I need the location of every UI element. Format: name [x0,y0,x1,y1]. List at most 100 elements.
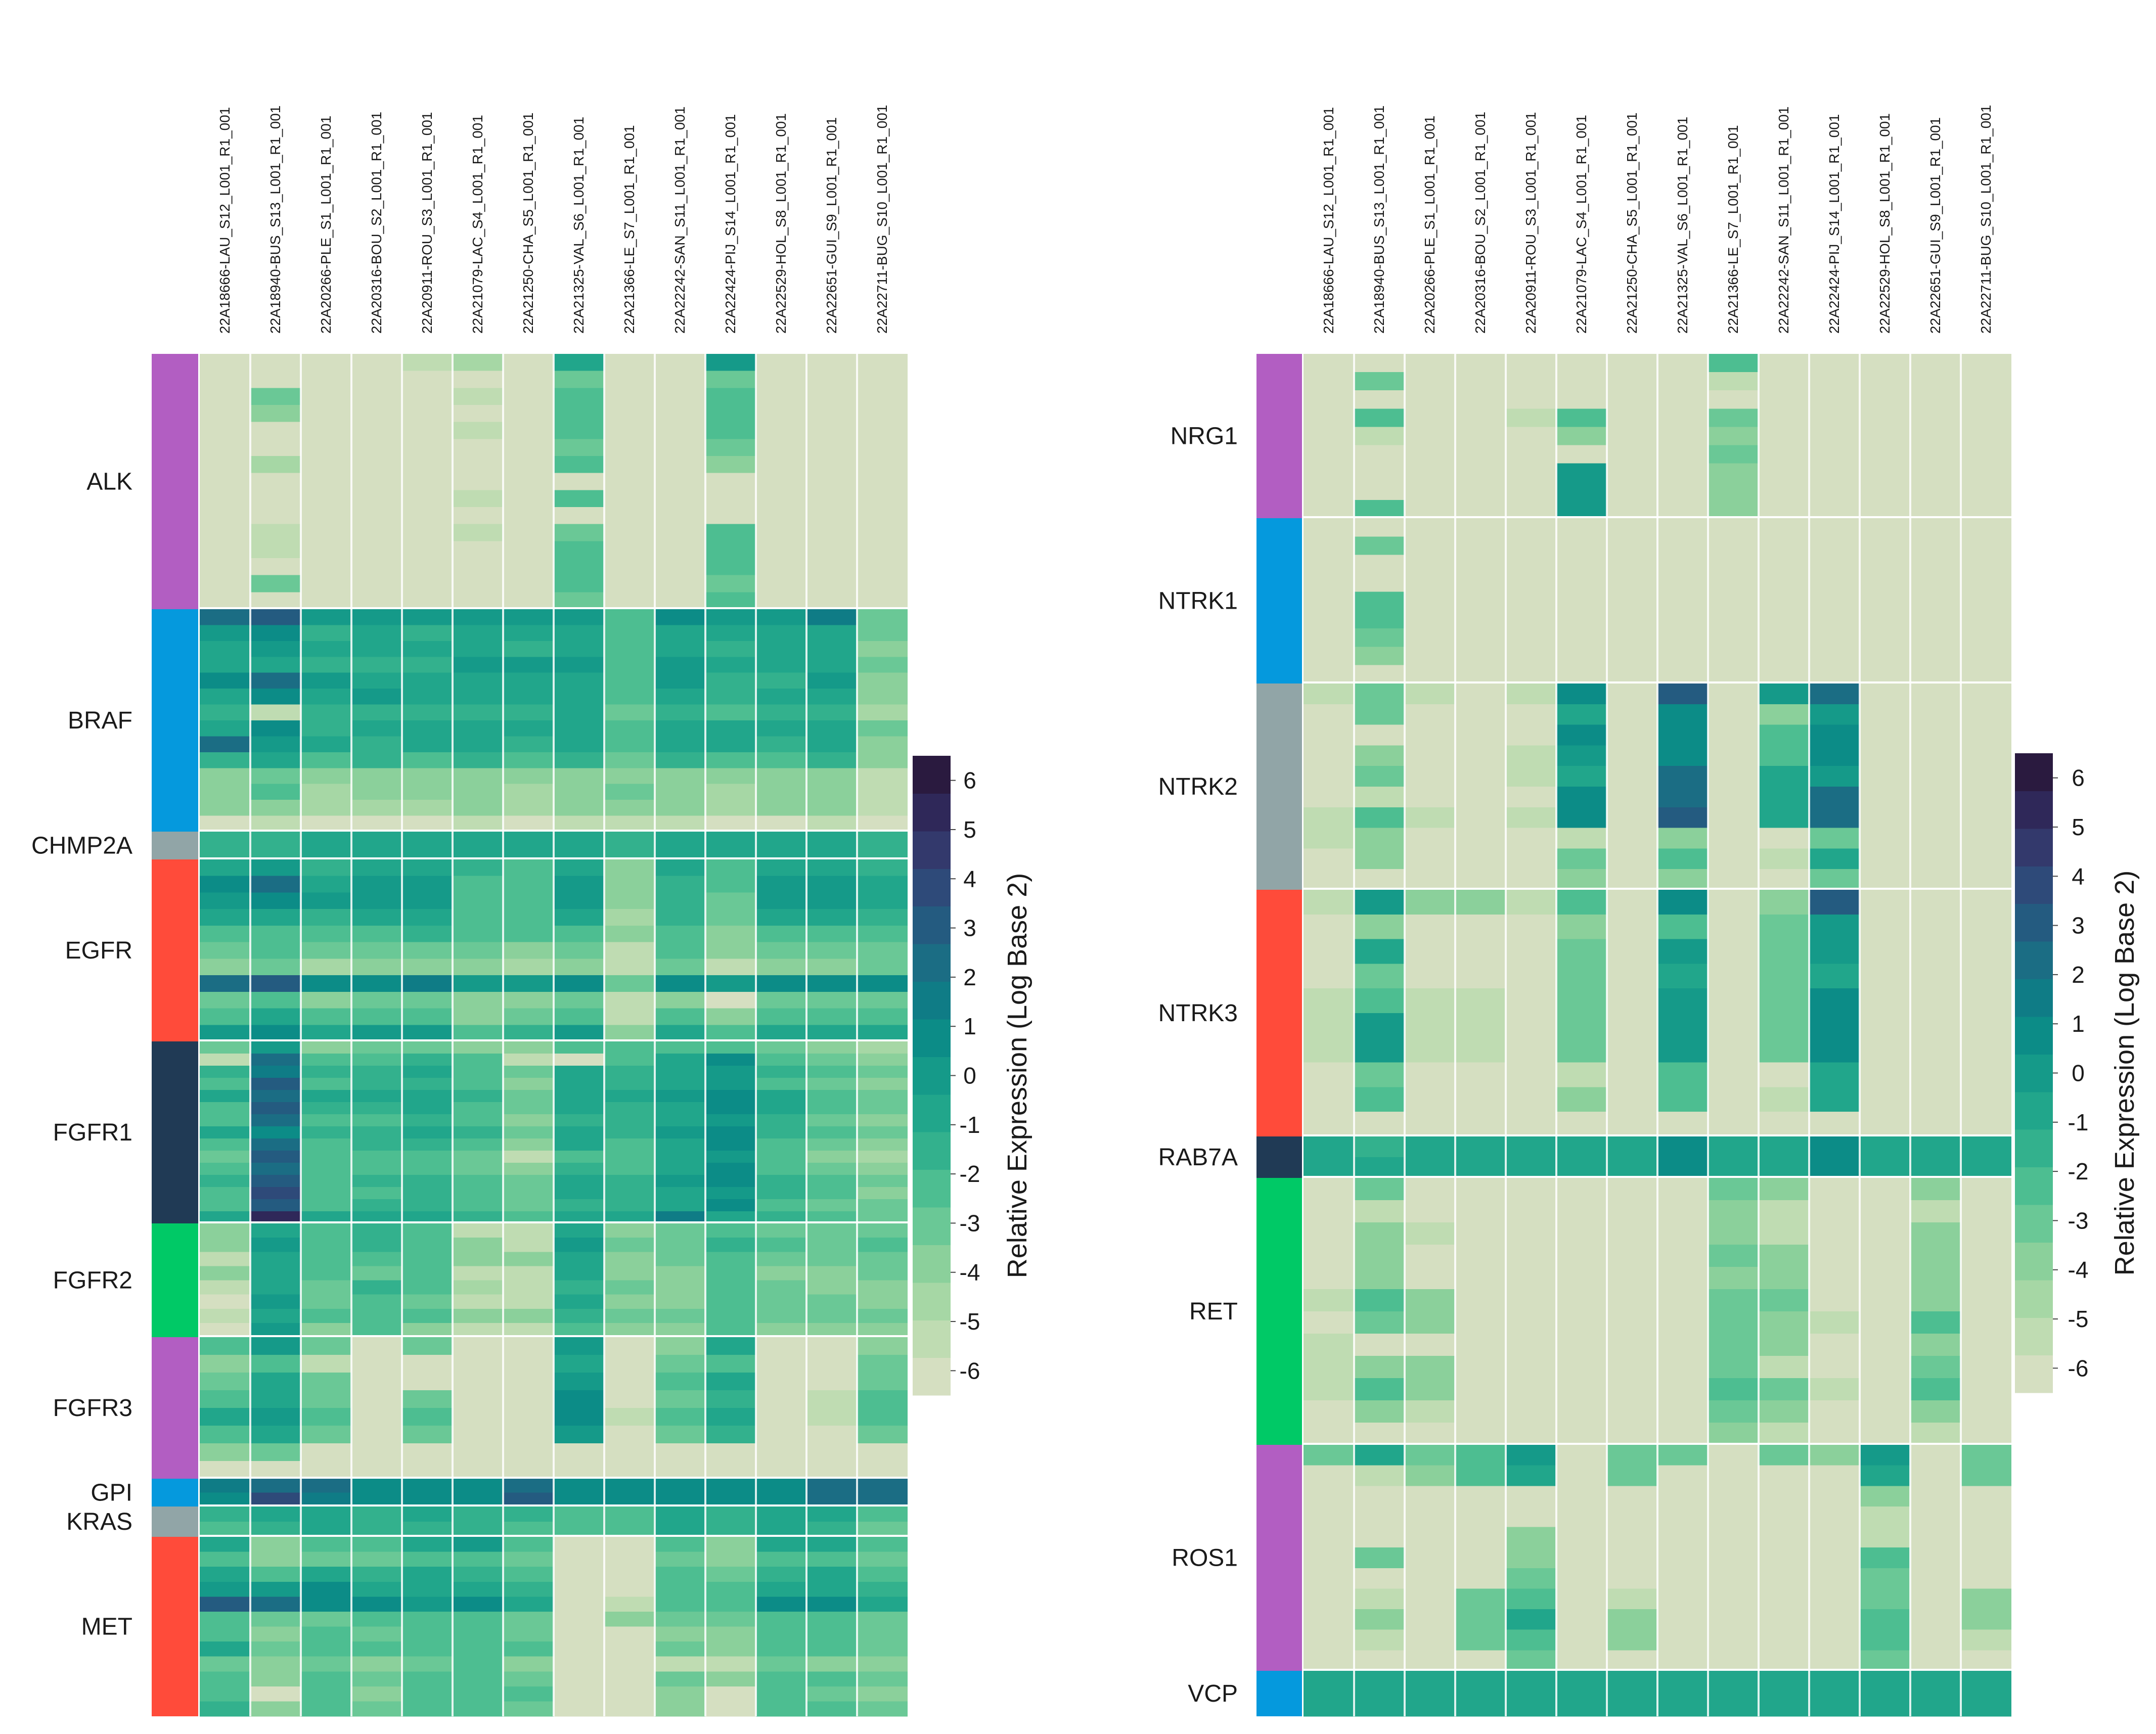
right-cell-ret-r9-c12 [1910,1378,1961,1401]
left-cell-braf-r0-c11 [756,609,806,626]
left-cell-braf-r9-c2 [301,752,351,768]
left-cell-egfr-r7-c0 [200,975,250,992]
left-cell-fgfr2-r5-c10 [705,1294,756,1309]
right-cell-ntrk2-r3-c10 [1809,745,1860,766]
right-cell-ntrk2-r9-c8 [1708,869,1759,890]
left-gene-label-alk: ALK [86,469,132,495]
right-cell-nrg1-r0-c0 [1304,354,1354,373]
left-cell-egfr-r4-c12 [806,925,857,943]
left-cell-alk-r8-c4 [402,490,453,508]
left-cell-fgfr3-r7-c11 [756,1461,806,1479]
left-cell-alk-r3-c1 [250,405,301,423]
left-cell-fgfr2-r6-c8 [604,1308,655,1324]
left-cell-met-r6-c12 [806,1626,857,1642]
left-cell-alk-r8-c12 [806,490,857,508]
left-cell-fgfr3-r4-c6 [503,1408,554,1426]
left-cell-egfr-r10-c9 [655,1025,705,1042]
left-cell-fgfr2-r6-c5 [453,1308,503,1324]
left-cell-egfr-r9-c9 [655,1008,705,1025]
left-cell-braf-r8-c7 [554,736,604,753]
right-cell-ntrk1-r8-c8 [1708,665,1759,684]
left-cell-alk-r4-c5 [453,422,503,439]
left-cell-braf-r5-c12 [806,689,857,705]
left-cell-alk-r2-c0 [200,388,250,405]
left-cell-fgfr1-r4-c7 [554,1090,604,1103]
left-cell-fgfr3-r4-c10 [705,1408,756,1426]
left-cell-fgfr2-r0-c0 [200,1223,250,1238]
left-cell-braf-r5-c8 [604,689,655,705]
right-cell-ntrk2-r8-c2 [1405,848,1455,870]
left-gene-label-kras: KRAS [66,1509,132,1535]
right-cell-ntrk3-r2-c9 [1759,939,1809,964]
right-cell-ros1-r5-c8 [1708,1547,1759,1569]
right-cell-ret-r3-c0 [1304,1245,1354,1267]
left-cell-alk-r10-c2 [301,524,351,541]
right-cell-ntrk3-r7-c2 [1405,1062,1455,1087]
left-colorbar-segment [913,944,951,982]
right-cell-ntrk2-r1-c2 [1405,704,1455,725]
left-cell-fgfr1-r2-c10 [705,1066,756,1078]
right-cell-ntrk3-r9-c11 [1860,1112,1910,1137]
left-cell-alk-r10-c5 [453,524,503,541]
left-cell-gpi-r0-c11 [756,1479,806,1493]
right-cell-ret-r8-c7 [1657,1356,1708,1379]
left-cell-braf-r4-c12 [806,672,857,689]
left-cell-fgfr3-r1-c1 [250,1355,301,1373]
left-cell-braf-r6-c7 [554,704,604,721]
right-cell-rab7a-r0-c6 [1607,1136,1657,1158]
left-cell-braf-r4-c3 [351,672,402,689]
right-cell-ntrk1-r8-c5 [1556,665,1607,684]
right-cell-ret-r1-c13 [1961,1200,2011,1223]
right-cell-nrg1-r8-c10 [1809,499,1860,519]
right-cell-ntrk3-r5-c13 [1961,1013,2011,1038]
right-cell-ros1-r2-c0 [1304,1486,1354,1507]
left-cell-fgfr1-r6-c8 [604,1114,655,1127]
right-cell-ntrk2-r0-c0 [1304,683,1354,705]
right-cell-ntrk2-r1-c6 [1607,704,1657,725]
left-cell-egfr-r2-c11 [756,892,806,909]
left-cell-fgfr3-r6-c0 [200,1443,250,1462]
left-cell-fgfr3-r5-c12 [806,1426,857,1444]
left-cell-gpi-r1-c11 [756,1492,806,1507]
right-cell-ros1-r1-c4 [1506,1465,1556,1486]
right-cell-ros1-r7-c1 [1354,1588,1405,1610]
left-cell-kras-r0-c2 [301,1507,351,1522]
right-cell-nrg1-r6-c8 [1708,463,1759,482]
left-cell-gpi-r1-c4 [402,1492,453,1507]
right-cell-ntrk1-r3-c5 [1556,573,1607,592]
left-cell-egfr-r8-c1 [250,991,301,1009]
right-cell-ntrk2-r1-c7 [1657,704,1708,725]
right-cell-ntrk3-r5-c2 [1405,1013,1455,1038]
left-cell-egfr-r1-c13 [857,876,908,893]
left-cell-braf-r9-c5 [453,752,503,768]
right-cell-ntrk2-r8-c6 [1607,848,1657,870]
right-cell-ret-r10-c13 [1961,1400,2011,1423]
right-cell-ntrk1-r8-c6 [1607,665,1657,684]
right-cell-ntrk2-r9-c1 [1354,869,1405,890]
right-cell-ret-r3-c12 [1910,1245,1961,1267]
left-cell-egfr-r2-c2 [301,892,351,909]
right-cell-rab7a-r0-c1 [1354,1136,1405,1158]
right-cell-ret-r1-c10 [1809,1200,1860,1223]
left-cell-met-r11-c11 [756,1701,806,1717]
left-cell-fgfr1-r11-c10 [705,1175,756,1188]
left-cell-alk-r14-c2 [301,592,351,610]
left-cell-kras-r1-c2 [301,1522,351,1537]
left-cell-fgfr1-r7-c1 [250,1126,301,1139]
left-cell-met-r1-c11 [756,1552,806,1567]
right-cell-ntrk3-r9-c9 [1759,1112,1809,1137]
left-cell-fgfr1-r6-c7 [554,1114,604,1127]
left-cell-braf-r0-c3 [351,609,402,626]
right-cell-nrg1-r6-c12 [1910,463,1961,482]
right-cell-ret-r8-c3 [1455,1356,1506,1379]
left-colorbar-segment [913,1245,951,1283]
left-cell-fgfr2-r5-c3 [351,1294,402,1309]
right-cell-ret-r9-c9 [1759,1378,1809,1401]
left-cell-egfr-r7-c3 [351,975,402,992]
right-cell-ntrk3-r5-c7 [1657,1013,1708,1038]
left-colorbar-tick-label: -3 [960,1210,980,1236]
right-cell-ret-r2-c7 [1657,1222,1708,1245]
left-cell-braf-r0-c9 [655,609,705,626]
right-cell-rab7a-r0-c3 [1455,1136,1506,1158]
right-cell-ros1-r3-c12 [1910,1506,1961,1528]
